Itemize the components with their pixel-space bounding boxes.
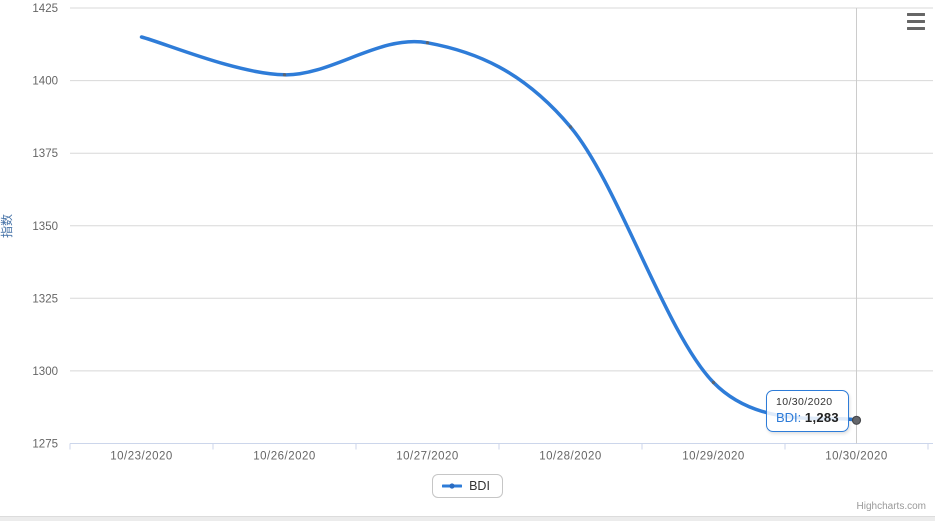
y-tick-label: 1375: [32, 148, 58, 160]
x-tick-label: 10/23/2020: [110, 451, 173, 463]
x-tick-label: 10/29/2020: [682, 451, 745, 463]
x-tick-label: 10/28/2020: [539, 451, 602, 463]
tooltip-row: BDI: 1,283: [776, 410, 839, 425]
chart-context-menu-button[interactable]: [905, 11, 927, 32]
hamburger-menu-icon: [907, 26, 925, 30]
y-axis-labels: 1275 1300 1325 1350 1375 1400 1425: [32, 3, 58, 451]
y-gridlines: [70, 7, 933, 444]
x-tick-label: 10/26/2020: [253, 451, 316, 463]
series-point-markers: [282, 41, 716, 385]
x-axis-ticks: [69, 443, 929, 450]
x-tick-label: 10/27/2020: [396, 451, 459, 463]
x-axis-labels: 10/23/2020 10/26/2020 10/27/2020 10/28/2020…: [110, 451, 888, 463]
hovered-point-marker[interactable]: [851, 415, 862, 425]
legend: BDI: [0, 474, 935, 498]
tooltip-series-label: BDI:: [776, 410, 802, 425]
hamburger-menu-icon: [907, 13, 925, 17]
legend-label: BDI: [469, 479, 490, 493]
y-tick-label: 1350: [32, 221, 58, 233]
y-axis-title: 指数: [0, 214, 14, 238]
tooltip-value: 1,283: [804, 410, 839, 425]
chart-tooltip: 10/30/2020 BDI: 1,283: [766, 390, 849, 432]
page-bottom-divider: [0, 516, 935, 521]
hamburger-menu-icon: [907, 19, 925, 24]
y-tick-label: 1400: [32, 76, 58, 88]
y-tick-label: 1275: [32, 439, 58, 451]
series-line-bdi[interactable]: [139, 35, 859, 423]
tooltip-date: 10/30/2020: [776, 396, 833, 408]
highcharts-credit-link[interactable]: Highcharts.com: [856, 501, 926, 512]
x-tick-label: 10/30/2020: [825, 451, 888, 463]
y-tick-label: 1325: [32, 293, 58, 305]
legend-item-bdi[interactable]: BDI: [432, 474, 503, 498]
y-tick-label: 1425: [32, 3, 58, 15]
legend-line-symbol: [442, 483, 463, 489]
y-tick-label: 1300: [32, 366, 58, 378]
